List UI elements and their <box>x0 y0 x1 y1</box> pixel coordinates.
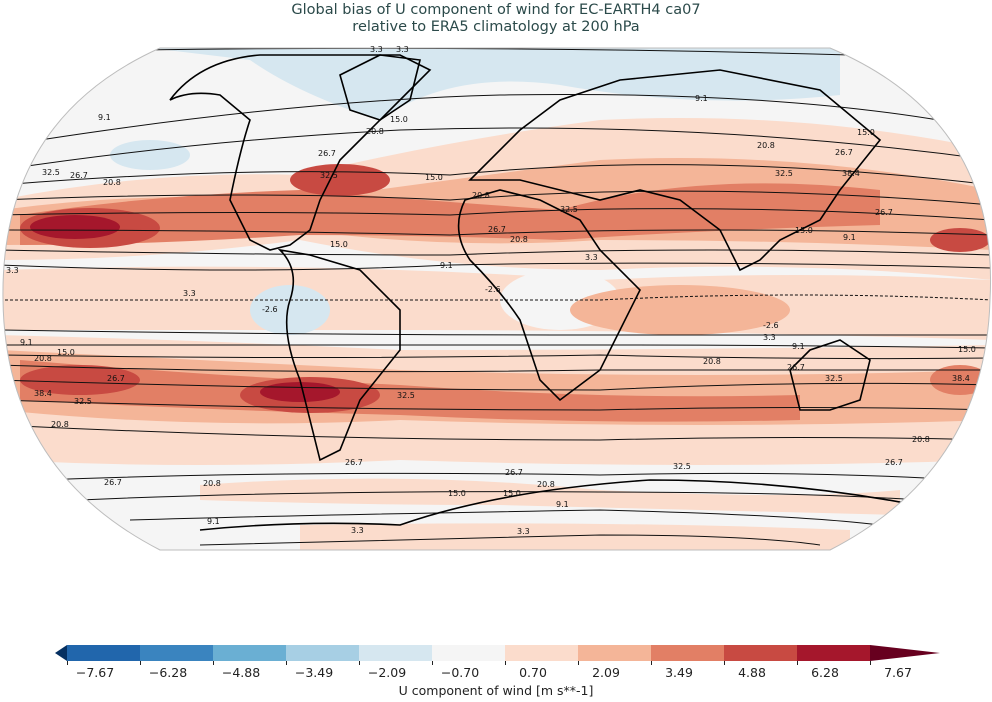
svg-text:15.0: 15.0 <box>503 489 521 498</box>
colorbar-overflow-arrow <box>870 645 940 661</box>
svg-text:15.0: 15.0 <box>795 226 813 235</box>
svg-text:3.3: 3.3 <box>517 527 530 536</box>
plot-title-line-1: Global bias of U component of wind for E… <box>291 2 701 18</box>
svg-text:32.5: 32.5 <box>775 169 793 178</box>
svg-text:3.3: 3.3 <box>396 45 409 54</box>
svg-text:9.1: 9.1 <box>440 261 453 270</box>
colorbar-tick-label: 6.28 <box>811 665 839 680</box>
svg-text:20.8: 20.8 <box>203 479 221 488</box>
colorbar-tick-label: 7.67 <box>884 665 912 680</box>
svg-text:20.8: 20.8 <box>510 235 528 244</box>
svg-text:9.1: 9.1 <box>792 342 805 351</box>
svg-text:15.0: 15.0 <box>390 115 408 124</box>
colorbar-tick-label: −4.88 <box>221 665 261 680</box>
svg-text:9.1: 9.1 <box>556 500 569 509</box>
svg-text:3.3: 3.3 <box>183 289 196 298</box>
colorbar-tick-label: −6.28 <box>148 665 188 680</box>
svg-text:20.8: 20.8 <box>912 435 930 444</box>
svg-text:26.7: 26.7 <box>875 208 893 217</box>
colorbar-tickmark <box>578 661 579 665</box>
colorbar-tickmark <box>140 661 141 665</box>
colorbar-tick-label: −3.49 <box>294 665 334 680</box>
svg-text:9.1: 9.1 <box>20 338 33 347</box>
colorbar-tick-label: −7.67 <box>75 665 115 680</box>
colorbar-tickmark <box>286 661 287 665</box>
svg-text:32.5: 32.5 <box>74 397 92 406</box>
colorbar-tick-label: 2.09 <box>592 665 620 680</box>
svg-text:3.3: 3.3 <box>585 253 598 262</box>
svg-text:9.1: 9.1 <box>98 113 111 122</box>
svg-text:3.3: 3.3 <box>351 526 364 535</box>
svg-text:9.1: 9.1 <box>207 517 220 526</box>
colorbar-tickmark <box>359 661 360 665</box>
colorbar-tickmark <box>213 661 214 665</box>
svg-text:32.5: 32.5 <box>320 171 338 180</box>
svg-text:26.7: 26.7 <box>505 468 523 477</box>
svg-text:20.8: 20.8 <box>103 178 121 187</box>
colorbar-tick-label: 3.49 <box>665 665 693 680</box>
svg-text:15.0: 15.0 <box>958 345 976 354</box>
map-panel: 3.3 3.3 9.1 9.1 15.0 15.0 15.0 15.0 15.0 20.… <box>0 40 992 560</box>
svg-text:26.7: 26.7 <box>70 171 88 180</box>
colorbar-tickmark <box>651 661 652 665</box>
svg-text:9.1: 9.1 <box>695 94 708 103</box>
svg-text:3.3: 3.3 <box>763 333 776 342</box>
svg-text:26.7: 26.7 <box>104 478 122 487</box>
svg-text:-2.6: -2.6 <box>262 305 278 314</box>
svg-text:15.0: 15.0 <box>330 240 348 249</box>
svg-text:32.5: 32.5 <box>42 168 60 177</box>
svg-text:38.4: 38.4 <box>952 374 970 383</box>
svg-text:15.0: 15.0 <box>857 128 875 137</box>
colorbar-underflow-arrow <box>55 645 67 661</box>
colorbar-tickmark <box>724 661 725 665</box>
svg-text:9.1: 9.1 <box>843 233 856 242</box>
svg-text:20.8: 20.8 <box>366 127 384 136</box>
colorbar-tickmark <box>432 661 433 665</box>
colorbar-tick-label: −0.70 <box>440 665 480 680</box>
colorbar-tickmark <box>67 661 68 665</box>
svg-text:20.8: 20.8 <box>472 191 490 200</box>
svg-text:26.7: 26.7 <box>107 374 125 383</box>
svg-text:20.8: 20.8 <box>34 354 52 363</box>
colorbar-tick-label: −2.09 <box>367 665 407 680</box>
colorbar-tick-label: 0.70 <box>519 665 547 680</box>
svg-text:20.8: 20.8 <box>703 357 721 366</box>
contour-labels: 3.3 3.3 9.1 9.1 15.0 15.0 15.0 15.0 15.0 20.… <box>6 45 976 536</box>
svg-text:32.5: 32.5 <box>825 374 843 383</box>
colorbar-label: U component of wind [m s**-1] <box>398 683 594 698</box>
svg-text:20.8: 20.8 <box>51 420 69 429</box>
svg-text:15.0: 15.0 <box>57 348 75 357</box>
svg-text:3.3: 3.3 <box>370 45 383 54</box>
svg-text:20.8: 20.8 <box>537 480 555 489</box>
svg-text:38.4: 38.4 <box>34 389 52 398</box>
svg-text:38.4: 38.4 <box>842 169 860 178</box>
svg-text:15.0: 15.0 <box>448 489 466 498</box>
colorbar <box>55 645 940 661</box>
svg-text:-2.6: -2.6 <box>485 285 501 294</box>
svg-text:26.7: 26.7 <box>835 148 853 157</box>
svg-text:26.7: 26.7 <box>318 149 336 158</box>
robinson-map: 3.3 3.3 9.1 9.1 15.0 15.0 15.0 15.0 15.0 20.… <box>2 45 992 551</box>
colorbar-tickmark <box>505 661 506 665</box>
svg-text:32.5: 32.5 <box>560 205 578 214</box>
svg-text:26.7: 26.7 <box>787 363 805 372</box>
svg-text:-2.6: -2.6 <box>763 321 779 330</box>
svg-text:15.0: 15.0 <box>425 173 443 182</box>
svg-text:26.7: 26.7 <box>885 458 903 467</box>
colorbar-tickmark <box>870 661 871 665</box>
svg-text:26.7: 26.7 <box>345 458 363 467</box>
colorbar-tickmark <box>797 661 798 665</box>
plot-title-line-2: relative to ERA5 climatology at 200 hPa <box>352 19 640 35</box>
colorbar-tick-label: 4.88 <box>738 665 766 680</box>
svg-text:3.3: 3.3 <box>6 266 19 275</box>
svg-text:26.7: 26.7 <box>488 225 506 234</box>
svg-text:20.8: 20.8 <box>757 141 775 150</box>
svg-text:32.5: 32.5 <box>397 391 415 400</box>
svg-text:32.5: 32.5 <box>673 462 691 471</box>
